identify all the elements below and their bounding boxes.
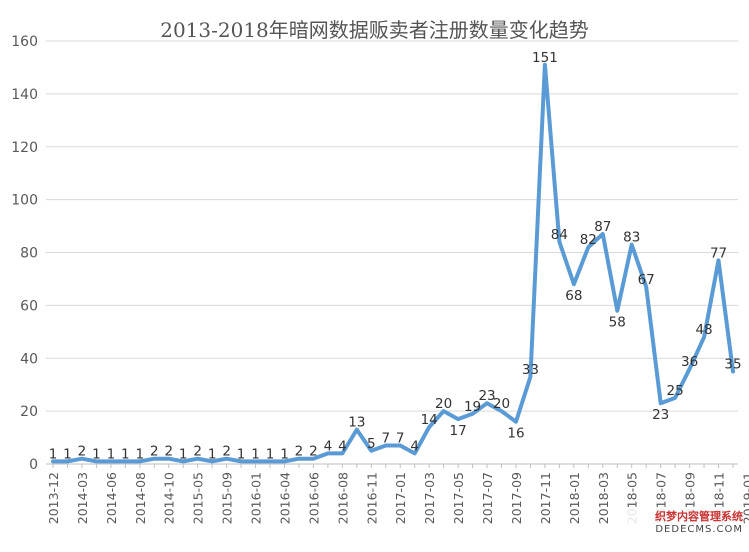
data-label: 151 <box>532 50 558 66</box>
data-label: 16 <box>507 426 524 442</box>
x-tick-label: 2016-11 <box>364 472 379 524</box>
data-label: 77 <box>710 245 727 261</box>
x-tick-label: 2019-01 <box>740 472 749 524</box>
data-label: 20 <box>435 396 452 412</box>
x-tick-label: 2017-05 <box>451 472 466 524</box>
y-tick-label: 140 <box>11 87 38 103</box>
data-label: 68 <box>565 288 582 304</box>
data-label: 1 <box>237 446 246 462</box>
y-tick-label: 0 <box>29 457 38 473</box>
data-label: 19 <box>464 399 481 415</box>
y-tick-label: 20 <box>20 404 38 420</box>
data-label: 1 <box>121 446 130 462</box>
data-label: 1 <box>266 446 275 462</box>
x-tick-label: 2016-08 <box>335 472 350 524</box>
y-tick-label: 100 <box>11 193 38 209</box>
data-label: 67 <box>638 272 655 288</box>
data-label: 83 <box>623 230 640 246</box>
data-label: 1 <box>49 446 58 462</box>
data-label: 48 <box>695 322 712 338</box>
y-tick-label: 40 <box>20 351 38 367</box>
data-label: 35 <box>724 356 741 372</box>
data-label: 2 <box>78 444 87 460</box>
data-label: 2 <box>309 444 318 460</box>
x-tick-label: 2014-08 <box>133 472 148 524</box>
data-label: 4 <box>338 438 347 454</box>
data-label: 2 <box>295 444 304 460</box>
data-label: 2 <box>193 444 202 460</box>
data-label: 36 <box>681 354 698 370</box>
data-label: 14 <box>421 412 438 428</box>
data-label: 17 <box>450 423 467 439</box>
x-tick-label: 2017-03 <box>422 472 437 524</box>
data-label: 84 <box>551 227 568 243</box>
data-label: 1 <box>136 446 145 462</box>
data-label: 13 <box>348 415 365 431</box>
x-tick-label: 2016-04 <box>277 472 292 524</box>
x-tick-label: 2015-09 <box>220 472 235 524</box>
watermark-title: 织梦内容管理系统 <box>655 510 743 523</box>
x-tick-label: 2018-03 <box>596 472 611 524</box>
x-tick-label: 2014-03 <box>75 472 90 524</box>
x-tick-label: 2015-05 <box>191 472 206 524</box>
x-tick-label: 2017-01 <box>393 472 408 524</box>
data-label: 87 <box>594 219 611 235</box>
data-label: 1 <box>63 446 72 462</box>
data-label: 20 <box>493 396 510 412</box>
watermark-url: DEDECMS.COM <box>655 524 743 535</box>
y-tick-label: 160 <box>11 34 38 50</box>
x-tick-label: 2017-07 <box>480 472 495 524</box>
data-label: 7 <box>381 430 390 446</box>
x-tick-label: 2017-09 <box>509 472 524 524</box>
data-label: 23 <box>478 388 495 404</box>
data-label: 7 <box>396 430 405 446</box>
x-tick-label: 2014-10 <box>162 472 177 524</box>
series-line <box>51 62 735 464</box>
data-label: 1 <box>251 446 260 462</box>
data-label: 1 <box>107 446 116 462</box>
data-label: 58 <box>609 315 626 331</box>
watermark: 织梦内容管理系统 DEDECMS.COM <box>625 508 743 544</box>
data-label: 1 <box>208 446 217 462</box>
y-tick-label: 80 <box>20 246 38 262</box>
data-label: 25 <box>667 383 684 399</box>
data-label: 2 <box>164 444 173 460</box>
x-tick-label: 2016-06 <box>306 472 321 524</box>
y-tick-label: 60 <box>20 298 38 314</box>
x-tick-label: 2014-06 <box>104 472 119 524</box>
data-label: 2 <box>150 444 159 460</box>
x-tick-label: 2016-01 <box>249 472 264 524</box>
data-label: 1 <box>280 446 289 462</box>
chart-title: 2013-2018年暗网数据贩卖者注册数量变化趋势 <box>160 18 589 42</box>
data-label: 1 <box>92 446 101 462</box>
x-tick-label: 2017-11 <box>538 472 553 524</box>
data-label: 82 <box>580 232 597 248</box>
data-label: 2 <box>222 444 231 460</box>
data-label: 4 <box>410 438 419 454</box>
y-tick-label: 120 <box>11 140 38 156</box>
x-tick-label: 2013-12 <box>46 472 61 524</box>
data-label: 23 <box>652 407 669 423</box>
data-label: 33 <box>522 362 539 378</box>
x-tick-label: 2018-01 <box>567 472 582 524</box>
data-label: 1 <box>179 446 188 462</box>
data-label: 4 <box>324 438 333 454</box>
data-label: 5 <box>367 436 376 452</box>
